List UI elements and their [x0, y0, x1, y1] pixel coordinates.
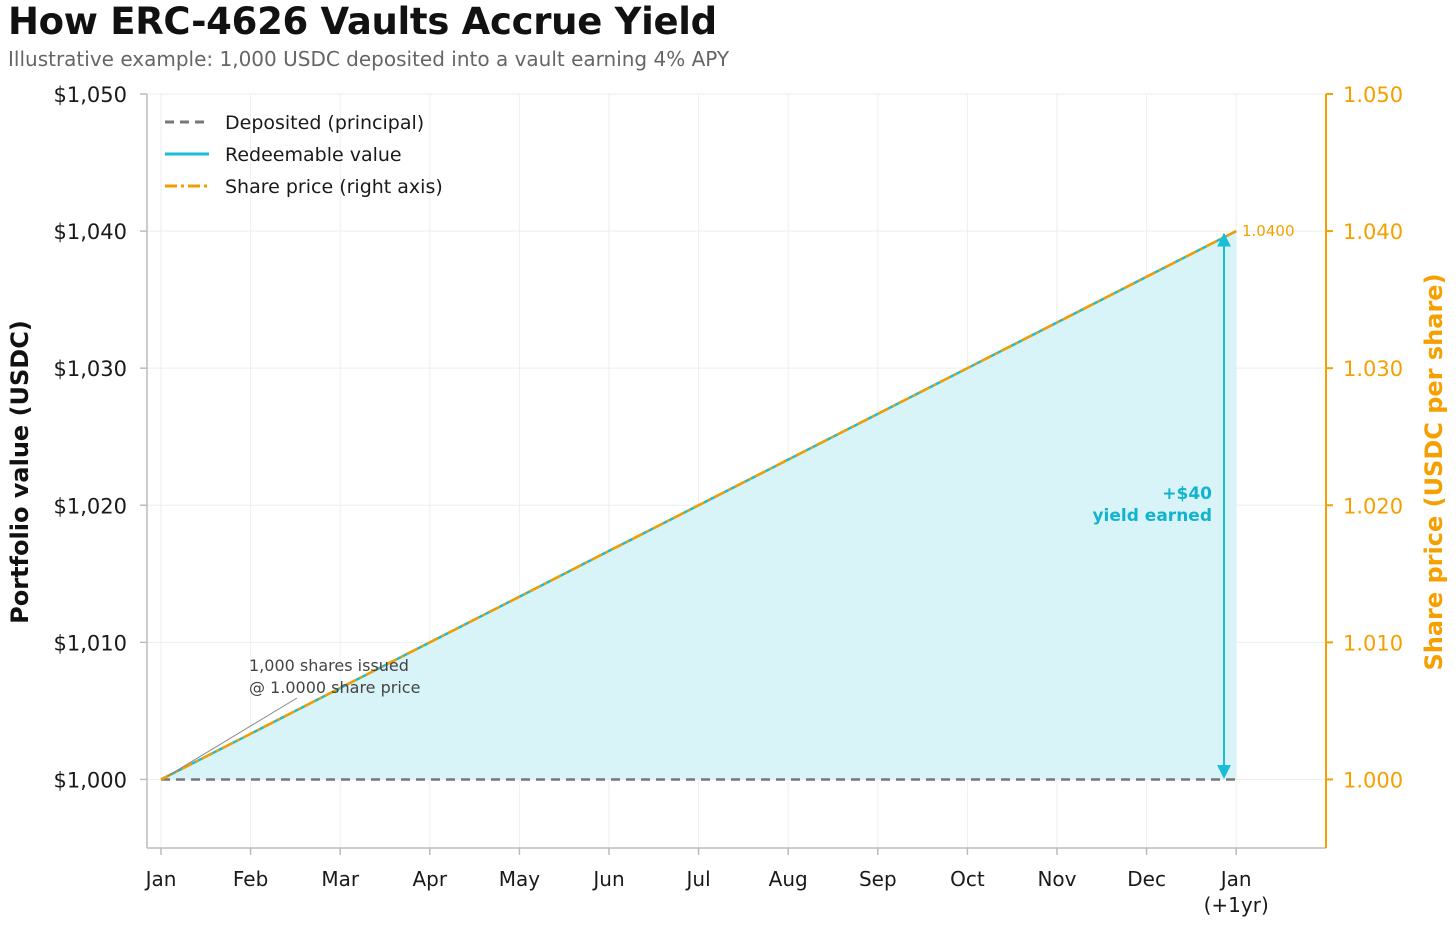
y-tick-label-right: 1.020 [1343, 494, 1403, 518]
x-tick-label: Jul [685, 867, 711, 891]
yield-annotation-line2: yield earned [1092, 506, 1212, 526]
x-tick-label: Aug [769, 867, 808, 891]
legend: Deposited (principal) Redeemable value Sha… [165, 112, 443, 198]
y-tick-label-right: 1.030 [1343, 357, 1403, 381]
y-tick-label-right: 1.000 [1343, 768, 1403, 792]
x-tick-label: Jan [144, 867, 177, 891]
axes: $1,000 $1,010 $1,020 $1,030 $1,040 $1,050 1.00… [54, 83, 1404, 917]
axis-titles: Portfolio value (USDC) Share price (USDC… [6, 273, 1448, 670]
legend-label: Redeemable value [225, 144, 402, 166]
x-tick-label: Sep [859, 867, 897, 891]
x-tick-label: Dec [1127, 867, 1166, 891]
x-tick-label: May [499, 867, 541, 891]
y-tick-label-right: 1.040 [1343, 220, 1403, 244]
chart-subtitle: Illustrative example: 1,000 USDC deposit… [8, 47, 730, 71]
x-tick-label: Oct [950, 867, 985, 891]
y-tick-label-left: $1,000 [54, 768, 127, 792]
y-tick-label-left: $1,040 [54, 220, 127, 244]
y-tick-label-left: $1,030 [54, 357, 127, 381]
x-tick-label: (+1yr) [1204, 893, 1269, 917]
x-tick-label: Jan [1219, 867, 1252, 891]
legend-label: Deposited (principal) [225, 112, 424, 134]
legend-label: Share price (right axis) [225, 176, 443, 198]
y-tick-label-left: $1,050 [54, 83, 127, 107]
x-tick-label: Jun [591, 867, 624, 891]
y-axis-label-left: Portfolio value (USDC) [6, 320, 34, 624]
start-annotation-leader [166, 697, 298, 777]
annotations: 1,000 shares issued @ 1.0000 share price… [166, 222, 1295, 779]
x-tick-label: Feb [233, 867, 268, 891]
start-annotation-line1: 1,000 shares issued [249, 656, 409, 675]
y-tick-label-right: 1.010 [1343, 631, 1403, 655]
series-layer [160, 229, 1237, 781]
y-tick-label-left: $1,020 [54, 494, 127, 518]
yield-annotation-line1: +$40 [1162, 484, 1212, 504]
start-annotation-line2: @ 1.0000 share price [249, 678, 420, 697]
x-tick-label: Nov [1037, 867, 1076, 891]
y-tick-label-left: $1,010 [54, 631, 127, 655]
y-axis-label-right: Share price (USDC per share) [1420, 273, 1448, 670]
share-price-line [160, 229, 1237, 781]
y-tick-label-right: 1.050 [1343, 83, 1403, 107]
end-share-price-label: 1.0400 [1242, 222, 1295, 240]
chart-title: How ERC-4626 Vaults Accrue Yield [8, 0, 717, 43]
x-tick-label: Mar [321, 867, 360, 891]
x-tick-label: Apr [412, 867, 447, 891]
